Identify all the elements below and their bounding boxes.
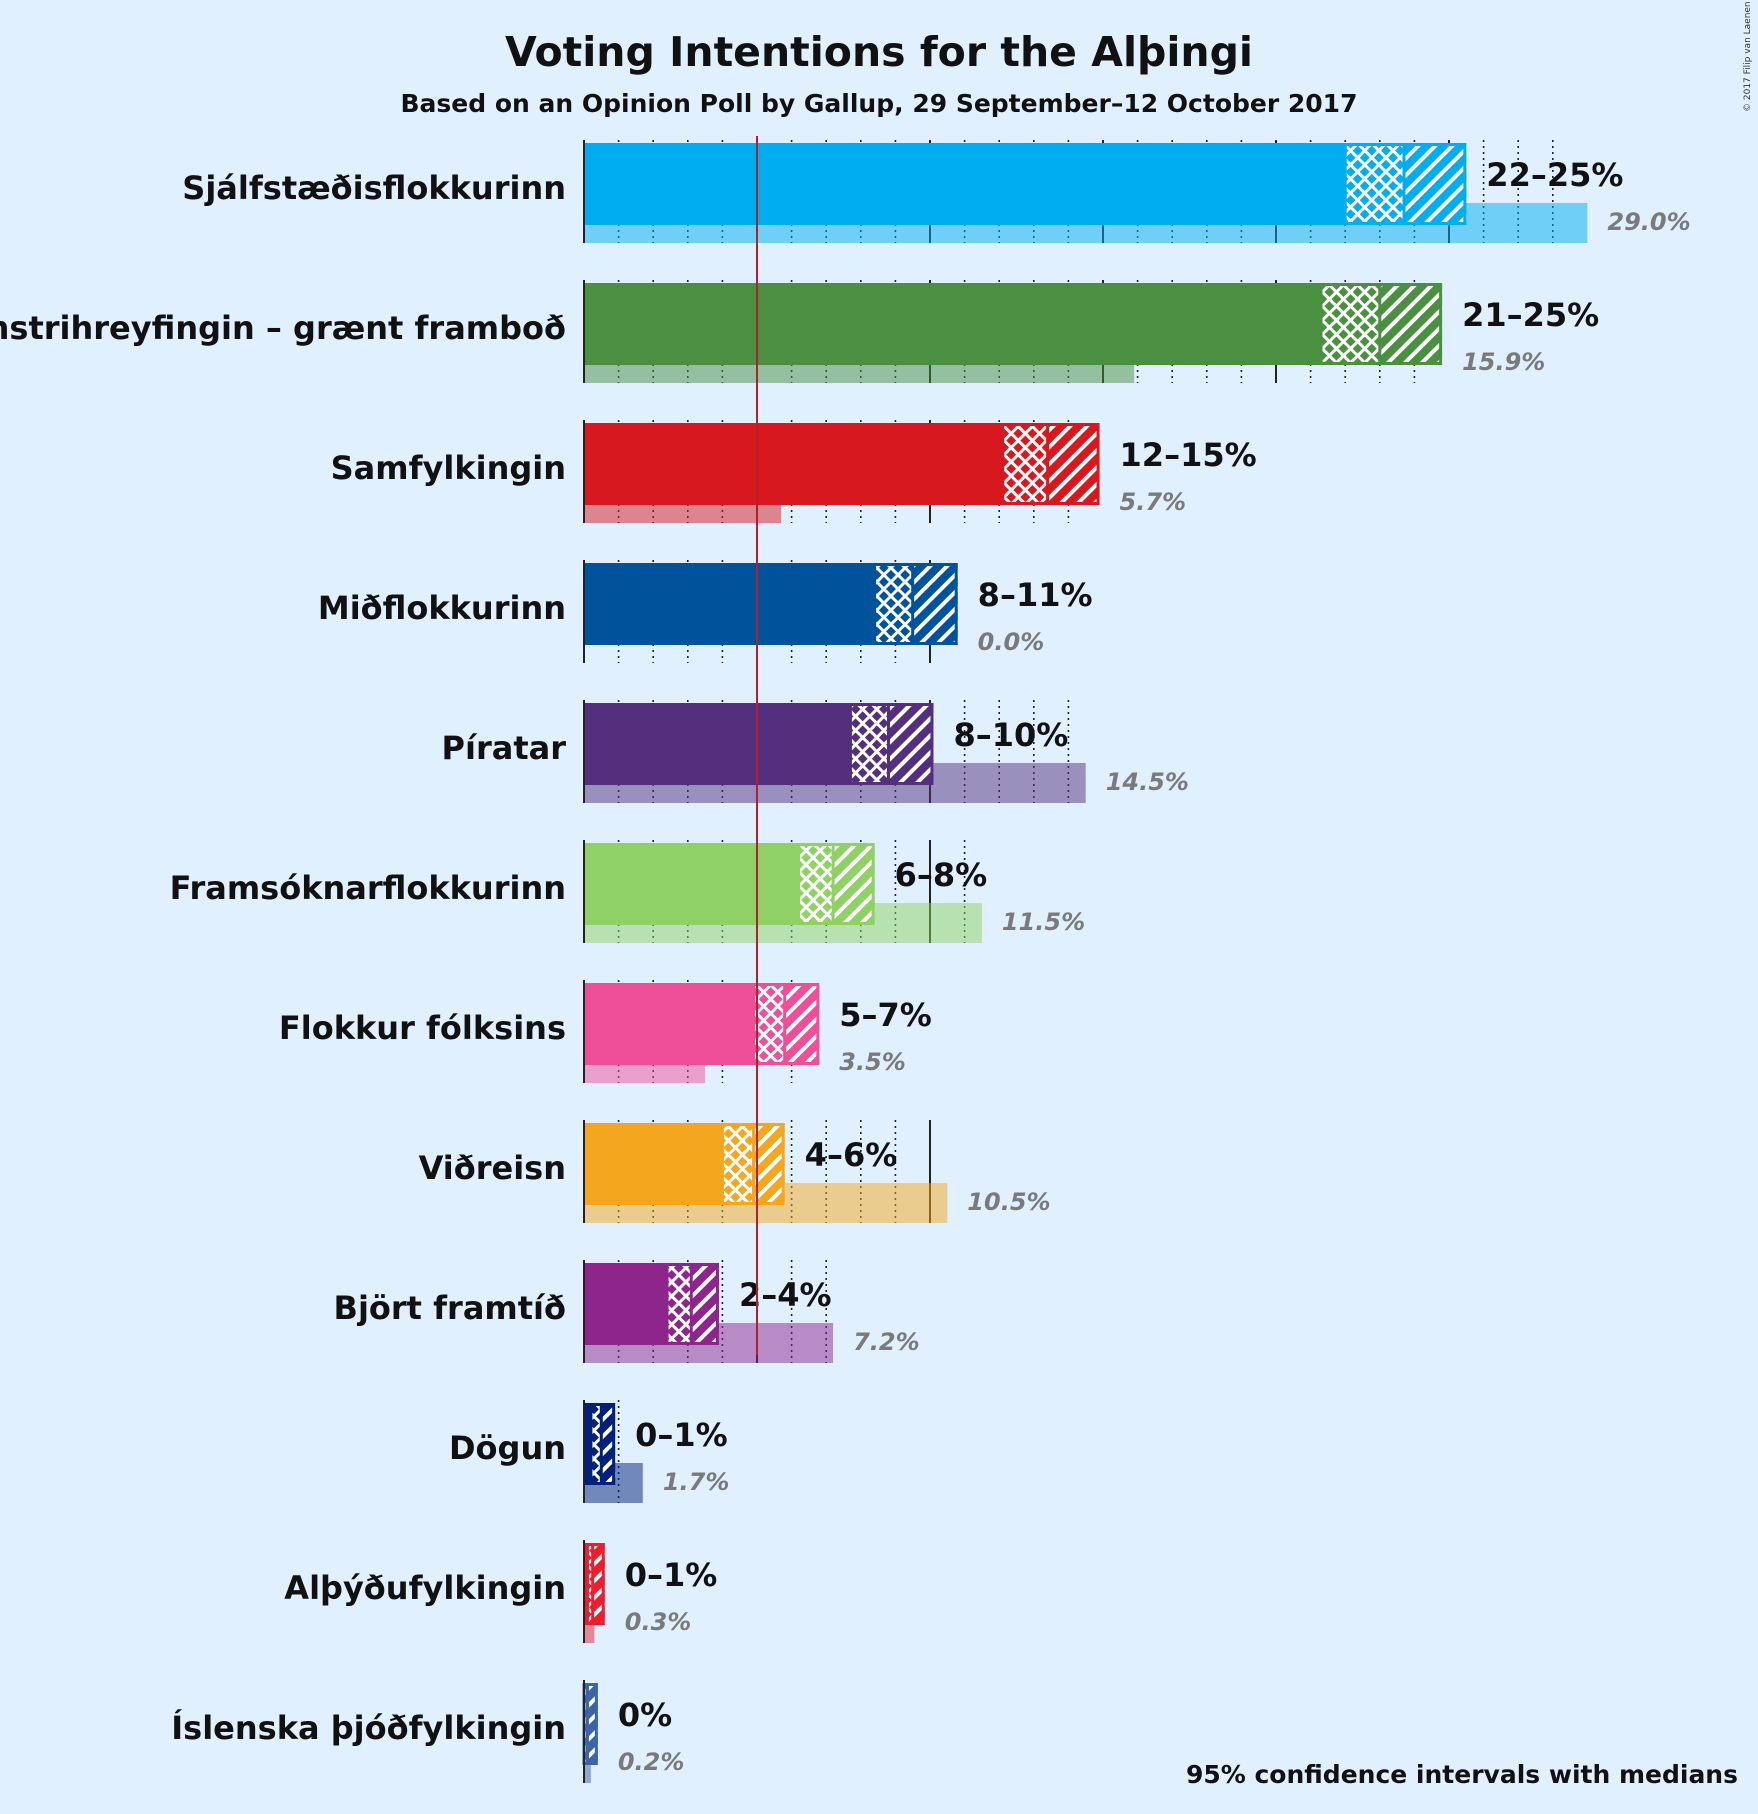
range-label: 8–10%: [953, 716, 1068, 754]
previous-label: 10.5%: [967, 1188, 1050, 1216]
party-row: Sjálfstæðisflokkurinn 22–25% 29.0%: [182, 140, 1691, 243]
range-label: 6–8%: [895, 856, 988, 894]
party-label: Björt framtíð: [334, 1289, 566, 1327]
estimate-bar: [584, 1123, 723, 1205]
previous-label: 1.7%: [663, 1468, 730, 1496]
party-label: Dögun: [449, 1429, 566, 1467]
ci-upper-segment: [587, 1683, 598, 1765]
estimate-bar: [584, 1263, 668, 1345]
party-row: Dögun 0–1% 1.7%: [449, 1400, 729, 1503]
ci-upper-segment: [592, 1543, 605, 1625]
estimate-bar: [584, 283, 1321, 365]
ci-lower-segment: [798, 843, 834, 925]
ci-upper-segment: [1047, 423, 1100, 505]
estimate-bar: [584, 843, 799, 925]
ci-lower-segment: [667, 1263, 692, 1345]
party-row: Vinstrihreyfingin – grænt framboð 21–25% 1…: [0, 280, 1599, 383]
previous-label: 14.5%: [1106, 768, 1189, 796]
ci-upper-segment: [833, 843, 875, 925]
ci-lower-segment: [1345, 143, 1405, 225]
range-label: 0–1%: [625, 1556, 718, 1594]
party-row: Alþýðufylkingin 0–1% 0.3%: [284, 1540, 717, 1643]
estimate-bar: [584, 983, 754, 1065]
ci-upper-segment: [1379, 283, 1443, 365]
range-label: 4–6%: [805, 1136, 898, 1174]
ci-upper-segment: [753, 1123, 785, 1205]
party-row: Íslenska þjóðfylkingin 0% 0.2%: [171, 1680, 684, 1783]
party-label: Flokkur fólksins: [279, 1009, 566, 1047]
range-label: 21–25%: [1462, 296, 1599, 334]
party-row: Flokkur fólksins 5–7% 3.5%: [279, 980, 932, 1083]
ci-upper-segment: [691, 1263, 719, 1345]
ci-lower-segment: [584, 1683, 588, 1765]
previous-label: 3.5%: [839, 1048, 906, 1076]
party-label: Alþýðufylkingin: [284, 1569, 566, 1607]
ci-lower-segment: [874, 563, 913, 645]
ci-upper-segment: [784, 983, 820, 1065]
ci-lower-segment: [1002, 423, 1048, 505]
party-row: Samfylkingin 12–15% 5.7%: [331, 420, 1257, 523]
ci-upper-segment: [1404, 143, 1467, 225]
previous-label: 0.0%: [978, 628, 1045, 656]
party-label: Íslenska þjóðfylkingin: [171, 1709, 566, 1747]
ci-outline: [585, 1543, 605, 1625]
ci-upper-segment: [912, 563, 958, 645]
range-label: 22–25%: [1486, 156, 1623, 194]
party-label: Miðflokkurinn: [318, 589, 566, 627]
ci-lower-segment: [722, 1123, 754, 1205]
estimate-bar: [584, 143, 1346, 225]
previous-label: 11.5%: [1002, 908, 1085, 936]
party-rows: Sjálfstæðisflokkurinn 22–25% 29.0% Vinstrih…: [0, 140, 1691, 1783]
party-row: Björt framtíð 2–4% 7.2%: [334, 1260, 920, 1363]
range-label: 0–1%: [635, 1416, 728, 1454]
chart-subtitle: Based on an Opinion Poll by Gallup, 29 S…: [401, 89, 1358, 118]
range-label: 8–11%: [978, 576, 1093, 614]
ci-lower-segment: [587, 1543, 593, 1625]
ci-outline: [797, 843, 875, 925]
previous-label: 5.7%: [1120, 488, 1187, 516]
party-label: Sjálfstæðisflokkurinn: [182, 169, 566, 207]
ci-lower-segment: [850, 703, 889, 785]
previous-label: 0.3%: [625, 1608, 692, 1636]
previous-label: 7.2%: [853, 1328, 920, 1356]
estimate-bar: [584, 1543, 588, 1625]
ci-outline: [848, 703, 934, 785]
ci-outline: [1001, 423, 1100, 505]
ci-lower-segment: [590, 1403, 602, 1485]
ci-upper-segment: [888, 703, 934, 785]
copyright: © 2017 Filip van Laenen: [1743, 1, 1753, 112]
estimate-bar: [584, 703, 851, 785]
estimate-bar: [584, 423, 1003, 505]
ci-lower-segment: [753, 983, 785, 1065]
ci-upper-segment: [601, 1403, 616, 1485]
party-row: Píratar 8–10% 14.5%: [442, 700, 1189, 803]
previous-label: 15.9%: [1462, 348, 1545, 376]
previous-label: 29.0%: [1607, 208, 1690, 236]
party-row: Viðreisn 4–6% 10.5%: [419, 1120, 1051, 1223]
chart-title: Voting Intentions for the Alþingi: [505, 28, 1253, 76]
footnote: 95% confidence intervals with medians: [1186, 1760, 1738, 1789]
party-label: Píratar: [442, 729, 567, 767]
range-label: 5–7%: [839, 996, 932, 1034]
range-label: 2–4%: [739, 1276, 832, 1314]
party-label: Viðreisn: [419, 1149, 566, 1187]
party-label: Samfylkingin: [331, 449, 566, 487]
party-row: Framsóknarflokkurinn 6–8% 11.5%: [170, 840, 1085, 943]
range-label: 0%: [618, 1696, 672, 1734]
previous-label: 0.2%: [618, 1748, 685, 1776]
ci-outline: [873, 563, 958, 645]
party-label: Vinstrihreyfingin – grænt framboð: [0, 309, 566, 347]
estimate-bar: [584, 1403, 591, 1485]
party-label: Framsóknarflokkurinn: [170, 869, 566, 907]
range-label: 12–15%: [1120, 436, 1257, 474]
estimate-bar: [584, 563, 875, 645]
party-row: Miðflokkurinn 8–11% 0.0%: [318, 560, 1093, 663]
ci-lower-segment: [1320, 283, 1380, 365]
